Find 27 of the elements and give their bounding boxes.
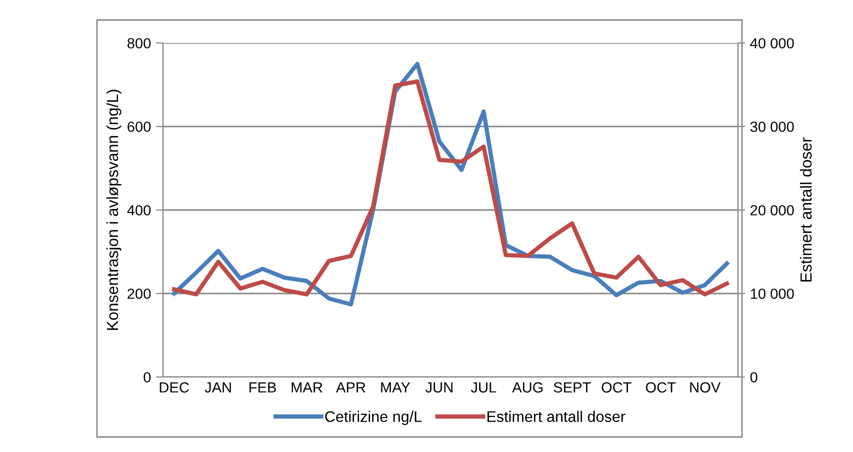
y2-tick-label: 20 000 xyxy=(750,205,794,216)
y2-tick-label: 0 xyxy=(750,372,758,382)
x-tick-label: JAN xyxy=(204,382,231,393)
x-tick-label: SEPT xyxy=(554,382,591,393)
x-tick-label: OCT xyxy=(602,382,632,393)
x-tick-label: MAR xyxy=(292,382,322,392)
x-tick-label: AUG xyxy=(512,382,543,393)
x-tick-label: JUL xyxy=(470,382,496,393)
y-tick-label: 400 xyxy=(127,205,151,216)
y2-tick-label: 40 000 xyxy=(750,38,794,48)
y-tick-label: 600 xyxy=(128,122,151,132)
x-tick-label: APR xyxy=(336,382,366,392)
x-tick-label: JUN xyxy=(425,382,452,393)
x-tick-label: NOV xyxy=(690,382,721,393)
y-tick-label: 800 xyxy=(128,38,151,48)
y-tick-label: 200 xyxy=(128,288,151,299)
x-tick-label: DEC xyxy=(160,382,189,393)
x-tick-label: FEB xyxy=(250,382,276,392)
y-tick-label: 0 xyxy=(144,372,151,382)
x-tick-label: MAY xyxy=(381,382,410,392)
y2-tick-label: 10 000 xyxy=(750,288,794,299)
legend-label: Estimert antall doser xyxy=(487,410,626,422)
y2-axis-title: Estimert antall doser xyxy=(800,137,812,282)
y2-tick-label: 30 000 xyxy=(750,122,794,132)
legend-label: Cetirizine ng/L xyxy=(325,410,422,426)
y-axis-title: Konsentrasjon i avløpsvann (ng/L) xyxy=(106,90,122,330)
x-tick-label: OCT xyxy=(646,382,676,393)
